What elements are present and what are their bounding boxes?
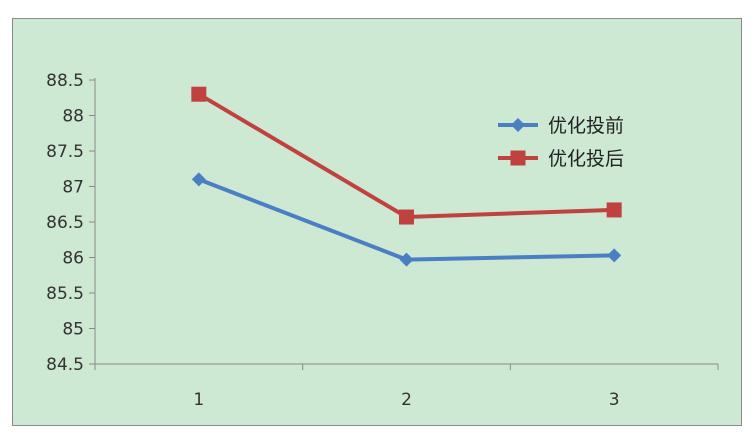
y-tick-label: 86 xyxy=(62,249,84,269)
y-tick-label: 85.5 xyxy=(46,284,84,304)
series-lines xyxy=(191,86,622,267)
y-tick-label: 86.5 xyxy=(46,213,84,233)
data-point-series-1 xyxy=(607,248,622,263)
data-point-series-2 xyxy=(191,86,207,102)
legend-marker-2 xyxy=(510,150,526,166)
line-chart: 84.5 85 85.5 86 86.5 87 87.5 88 88.5 1 2 3 优化投前优化投… xyxy=(12,18,742,426)
y-axis: 84.5 85 85.5 86 86.5 87 87.5 88 88.5 xyxy=(46,71,96,375)
y-tick-label: 85 xyxy=(62,320,84,340)
x-tick-label: 3 xyxy=(609,390,620,410)
y-tick-label: 87.5 xyxy=(46,142,84,162)
y-tick-label: 88 xyxy=(62,107,84,127)
x-tick-label: 2 xyxy=(401,390,412,410)
legend-label-2: 优化投后 xyxy=(548,148,624,170)
y-tick-label: 87 xyxy=(62,178,84,198)
y-tick-label: 84.5 xyxy=(46,355,84,375)
y-tick-label: 88.5 xyxy=(46,71,84,91)
chart-frame: 84.5 85 85.5 86 86.5 87 87.5 88 88.5 1 2 3 优化投前优化投… xyxy=(12,18,742,426)
x-axis: 1 2 3 xyxy=(94,363,719,410)
legend-label-1: 优化投前 xyxy=(548,115,624,137)
x-tick-label: 1 xyxy=(193,390,204,410)
data-point-series-1 xyxy=(191,172,206,187)
data-point-series-2 xyxy=(606,202,622,218)
data-point-series-2 xyxy=(399,209,414,225)
data-point-series-1 xyxy=(399,252,414,267)
legend-marker-1 xyxy=(511,118,525,132)
chart-background xyxy=(12,18,742,426)
